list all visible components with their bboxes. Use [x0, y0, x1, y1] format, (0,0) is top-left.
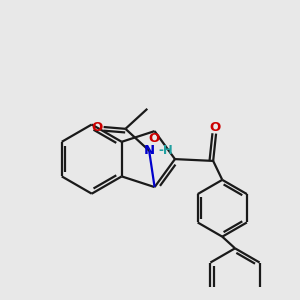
- Text: O: O: [209, 121, 220, 134]
- Text: O: O: [92, 121, 103, 134]
- Text: O: O: [148, 132, 160, 145]
- Text: -H: -H: [158, 144, 173, 157]
- Text: N: N: [144, 144, 155, 157]
